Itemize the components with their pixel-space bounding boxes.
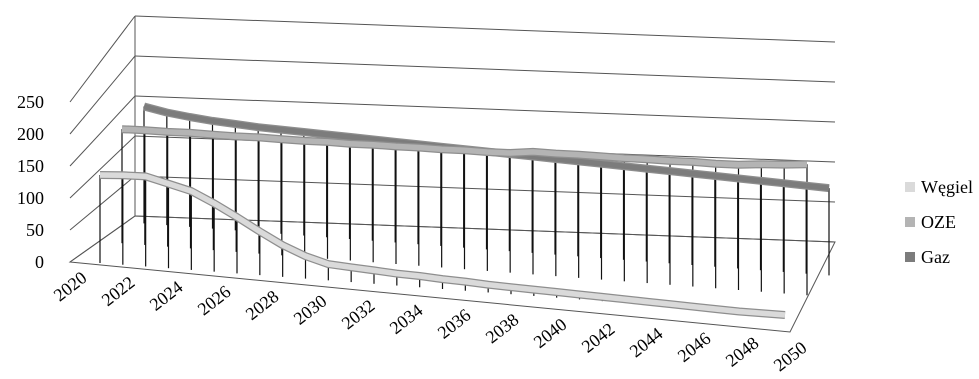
x-tick-label: 2022	[98, 272, 139, 310]
legend-swatch-gaz	[905, 252, 915, 262]
x-tick-label: 2028	[242, 286, 283, 324]
gridline-back	[134, 55, 836, 83]
gridline-back	[134, 15, 836, 43]
series-line	[99, 172, 786, 318]
legend-item-gaz: Gaz	[905, 247, 979, 267]
x-tick-label: 2026	[194, 281, 235, 319]
x-tick-label: 2048	[722, 333, 763, 371]
chart-floor	[68, 215, 836, 333]
y-tick-label: 150	[17, 156, 44, 176]
legend-item-oze: OZE	[905, 212, 979, 232]
x-tick-label: 2034	[386, 300, 427, 338]
x-tick-label: 2050	[770, 337, 811, 375]
legend-swatch-wegiel	[905, 182, 915, 192]
x-tick-label: 2038	[482, 309, 523, 347]
x-tick-label: 2030	[290, 291, 331, 329]
gridline-side	[69, 55, 136, 135]
gridline-back	[134, 175, 836, 203]
gridline-back	[134, 95, 836, 123]
x-tick-label: 2024	[146, 277, 187, 315]
floor-outline	[68, 215, 836, 333]
y-axis-tick-labels: 0 50 100 150 200 250	[17, 92, 44, 272]
gridline-side	[69, 135, 136, 199]
y-tick-label: 0	[35, 252, 44, 272]
series-line	[121, 126, 808, 168]
y-tick-label: 50	[26, 220, 44, 240]
y-tick-label: 250	[17, 92, 44, 112]
x-tick-label: 2046	[674, 328, 715, 366]
legend: Węgiel OZE Gaz	[905, 177, 979, 282]
gridlines	[69, 15, 836, 263]
series-lines	[99, 102, 830, 319]
x-tick-label: 2020	[50, 267, 91, 305]
y-tick-label: 200	[17, 124, 44, 144]
x-tick-label: 2042	[578, 319, 619, 357]
legend-item-wegiel: Węgiel	[905, 177, 979, 197]
x-tick-label: 2040	[530, 314, 571, 352]
gridline-side	[69, 95, 136, 167]
legend-label-gaz: Gaz	[921, 246, 950, 267]
x-axis-tick-labels: 2020 2022 2024 2026 2028 2030 2032 2034 2036 2038…	[50, 267, 811, 375]
x-tick-label: 2032	[338, 295, 379, 333]
legend-swatch-oze	[905, 217, 915, 227]
legend-label-wegiel: Węgiel	[921, 176, 973, 197]
x-tick-label: 2044	[626, 323, 667, 361]
legend-label-oze: OZE	[921, 211, 956, 232]
x-tick-label: 2036	[434, 305, 475, 343]
gridline-side	[69, 15, 136, 103]
gridline-side	[69, 175, 136, 231]
y-tick-label: 100	[17, 188, 44, 208]
